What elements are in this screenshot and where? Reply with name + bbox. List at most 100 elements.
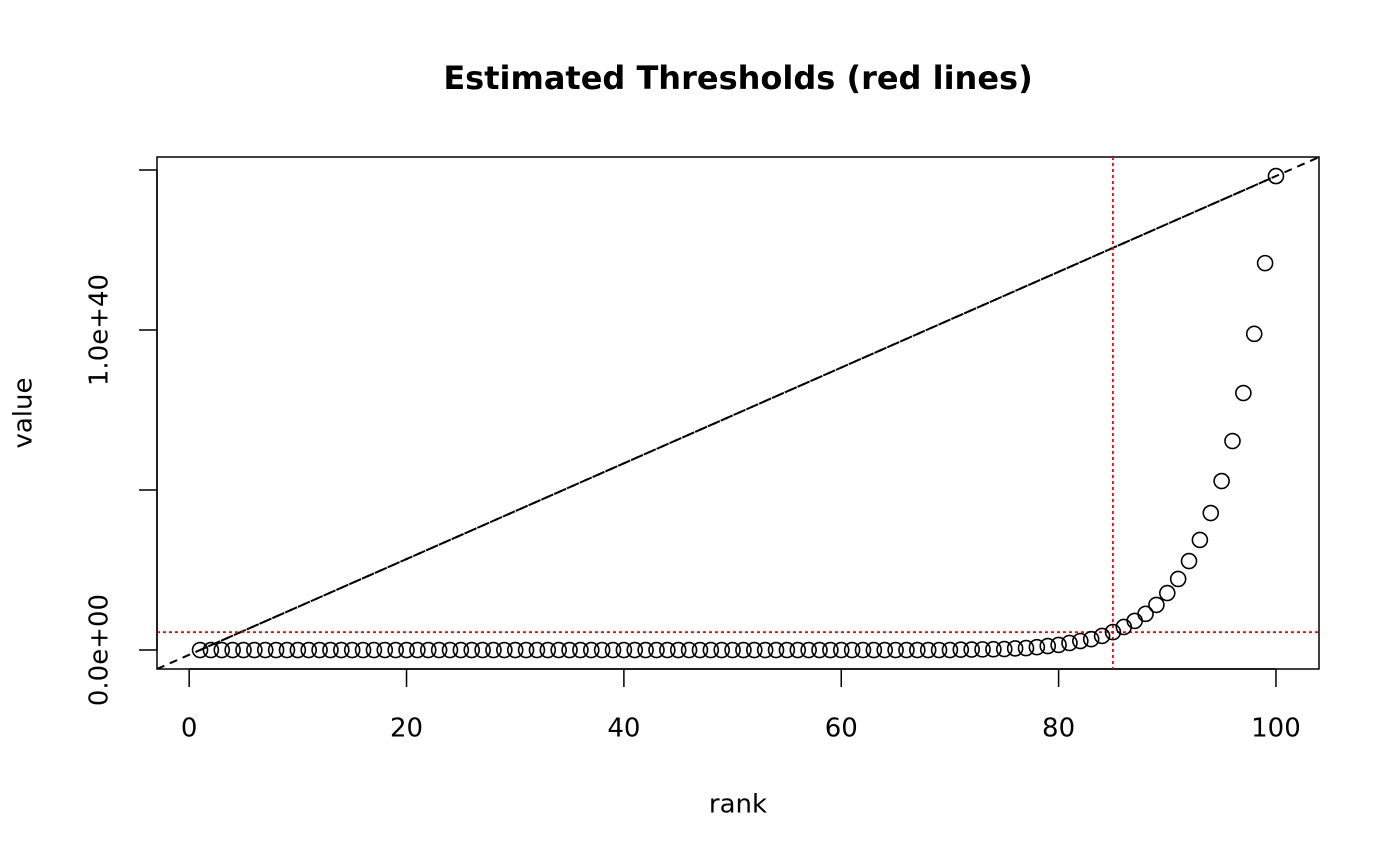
point: [995, 640, 1013, 658]
point: [865, 641, 883, 659]
point: [343, 641, 361, 659]
y-tick-label: 0.0e+00: [85, 594, 115, 706]
point: [485, 641, 502, 659]
point: [648, 641, 665, 659]
point: [680, 641, 698, 659]
point: [539, 641, 557, 659]
point: [376, 641, 394, 659]
point: [354, 641, 372, 659]
point: [517, 641, 535, 659]
point: [1028, 638, 1046, 656]
point: [1158, 584, 1176, 602]
point: [985, 640, 1002, 658]
point: [289, 641, 307, 659]
point: [311, 641, 328, 659]
point: [822, 641, 839, 659]
point: [909, 641, 926, 659]
point: [1148, 596, 1165, 614]
x-tick-label: 60: [825, 714, 858, 744]
point: [1256, 254, 1274, 272]
point: [669, 641, 687, 659]
point: [756, 641, 774, 659]
x-tick-label: 0: [181, 714, 198, 744]
point: [528, 641, 546, 659]
point: [615, 641, 633, 659]
point: [876, 641, 894, 659]
point: [898, 641, 915, 659]
point: [735, 641, 752, 659]
point: [322, 641, 339, 659]
point: [604, 641, 622, 659]
point: [506, 641, 524, 659]
point: [767, 641, 785, 659]
point: [702, 641, 720, 659]
point: [550, 641, 567, 659]
point: [1180, 552, 1198, 570]
point: [463, 641, 481, 659]
point: [365, 641, 383, 659]
point: [474, 641, 491, 659]
x-axis-title: rank: [709, 790, 767, 820]
point: [1072, 632, 1089, 650]
point: [430, 641, 448, 659]
point: [267, 641, 285, 659]
plot-area: [157, 157, 1319, 669]
point: [452, 641, 470, 659]
x-tick-label: 100: [1251, 714, 1301, 744]
y-tick-label: 1.0e+40: [85, 274, 115, 386]
reference-line-extension: [157, 157, 1319, 669]
point: [1104, 623, 1122, 641]
point: [1017, 639, 1035, 657]
y-axis-title: value: [9, 377, 39, 448]
point: [1213, 472, 1230, 490]
point: [746, 641, 763, 659]
point: [919, 641, 937, 659]
point: [278, 641, 296, 659]
point: [713, 641, 730, 659]
point: [496, 641, 513, 659]
point: [952, 641, 970, 658]
point: [963, 641, 980, 658]
point: [811, 641, 828, 659]
point: [1202, 504, 1220, 522]
point: [691, 641, 709, 659]
point: [235, 641, 252, 659]
point: [387, 641, 404, 659]
point: [191, 641, 209, 659]
point: [1191, 531, 1209, 549]
point: [1006, 640, 1024, 657]
point: [778, 641, 796, 659]
point: [1235, 384, 1252, 402]
point: [1245, 325, 1263, 343]
point: [1137, 605, 1154, 623]
point: [1224, 432, 1241, 450]
point: [256, 641, 274, 659]
point: [398, 641, 415, 659]
point: [832, 641, 850, 659]
point: [1039, 637, 1057, 655]
point: [659, 641, 676, 659]
point: [1061, 634, 1078, 652]
point: [974, 641, 991, 658]
point: [593, 641, 611, 659]
point: [333, 641, 350, 659]
point: [800, 641, 817, 659]
point: [1169, 570, 1187, 588]
point: [626, 641, 644, 659]
point: [441, 641, 459, 659]
point: [561, 641, 578, 659]
point: [1082, 630, 1100, 648]
point: [724, 641, 741, 659]
x-tick-label: 80: [1042, 714, 1075, 744]
point: [843, 641, 861, 659]
point: [582, 641, 600, 659]
chart-title: Estimated Thresholds (red lines): [443, 59, 1032, 97]
point: [419, 641, 437, 659]
point: [789, 641, 807, 659]
point: [572, 641, 589, 659]
x-tick-label: 20: [390, 714, 423, 744]
point: [941, 641, 959, 659]
point: [224, 641, 241, 659]
point: [246, 641, 263, 659]
